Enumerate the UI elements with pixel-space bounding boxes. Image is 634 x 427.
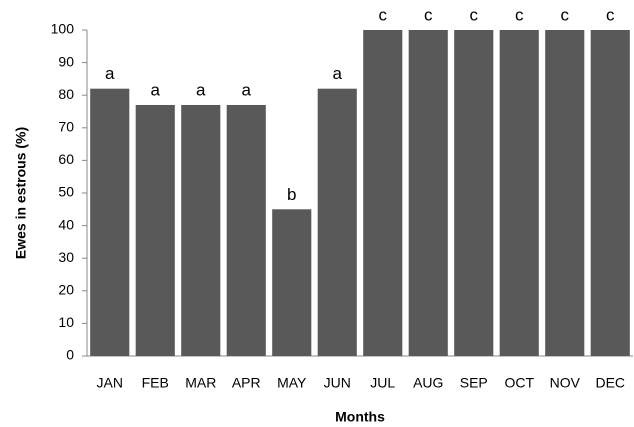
y-tick-label: 0 — [66, 347, 74, 363]
x-tick-label: JUL — [370, 375, 395, 391]
annotation: c — [561, 5, 570, 24]
annotation: b — [287, 185, 296, 204]
bar — [454, 30, 494, 356]
y-tick-label: 40 — [58, 216, 74, 232]
bar — [181, 104, 221, 356]
x-tick-label: AUG — [413, 375, 443, 391]
y-axis-label: Ewes in estrous (%) — [13, 127, 29, 259]
x-tick-label: DEC — [595, 375, 625, 391]
bar — [408, 30, 448, 356]
y-tick-label: 20 — [58, 282, 74, 298]
annotation: c — [515, 5, 524, 24]
y-tick-label: 70 — [58, 119, 74, 135]
bar — [90, 88, 130, 357]
y-tick-label: 60 — [58, 151, 74, 167]
x-tick-label: APR — [232, 375, 261, 391]
x-tick-label: MAR — [185, 375, 216, 391]
annotation: c — [424, 5, 433, 24]
x-tick-label: NOV — [550, 375, 581, 391]
bar — [590, 30, 630, 356]
x-tick-label: JAN — [97, 375, 123, 391]
bar — [226, 104, 266, 356]
bar — [317, 88, 357, 357]
annotation: a — [333, 64, 343, 83]
annotation: c — [606, 5, 615, 24]
x-axis-label: Months — [335, 409, 385, 425]
annotation: a — [196, 80, 206, 99]
bar — [363, 30, 403, 356]
x-tick-label: OCT — [504, 375, 534, 391]
y-tick-label: 30 — [58, 249, 74, 265]
bar — [272, 209, 312, 356]
y-tick-label: 90 — [58, 53, 74, 69]
annotation: c — [470, 5, 479, 24]
bar — [135, 104, 175, 356]
y-tick-label: 50 — [58, 184, 74, 200]
x-tick-label: FEB — [142, 375, 169, 391]
annotation: c — [379, 5, 388, 24]
bar — [499, 30, 539, 356]
annotation: a — [105, 64, 115, 83]
x-tick-label: SEP — [460, 375, 488, 391]
bar — [545, 30, 585, 356]
x-tick-label: JUN — [324, 375, 351, 391]
annotation: a — [151, 80, 161, 99]
annotation: a — [242, 80, 252, 99]
y-tick-label: 80 — [58, 86, 74, 102]
y-tick-label: 10 — [58, 314, 74, 330]
x-tick-label: MAY — [277, 375, 307, 391]
y-tick-label: 100 — [51, 21, 75, 37]
